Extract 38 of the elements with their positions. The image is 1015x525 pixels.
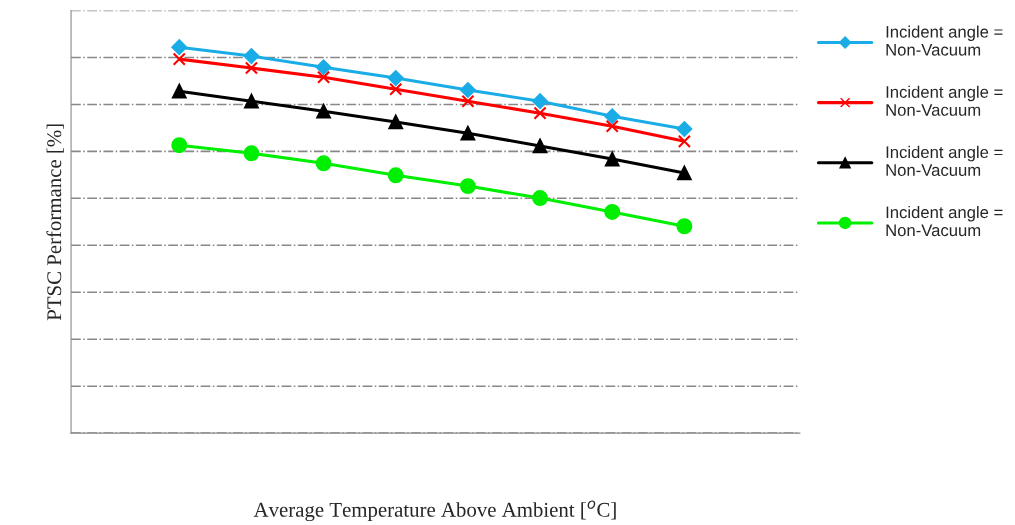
point <box>315 59 332 76</box>
point <box>533 106 547 120</box>
point <box>604 108 621 125</box>
x-axis-title: Average Temperature Above Ambient [$^{o}$C] <box>253 500 616 522</box>
point <box>460 125 476 141</box>
point <box>171 39 188 56</box>
point <box>171 137 188 154</box>
point <box>387 70 404 86</box>
point <box>459 178 476 195</box>
legend-label: Incident angle = Non-Vacuum <box>886 25 1003 56</box>
point <box>532 138 548 154</box>
point <box>604 151 620 167</box>
point <box>605 119 619 133</box>
point <box>316 103 331 119</box>
y-axis-title: PTSC Performance [%] <box>46 124 64 321</box>
legend-label: Incident angle = Non-Vacuum <box>886 205 1003 237</box>
point <box>243 48 260 64</box>
point <box>676 121 693 137</box>
point <box>315 155 332 172</box>
point <box>387 167 404 184</box>
point <box>532 93 548 110</box>
point <box>459 82 476 98</box>
point <box>389 82 403 96</box>
point <box>677 134 691 148</box>
legend-label: Incident angle = Non-Vacuum <box>886 85 1003 116</box>
point <box>244 93 259 109</box>
point <box>244 61 259 75</box>
point <box>172 52 186 66</box>
point <box>461 94 475 108</box>
point <box>171 83 187 99</box>
point <box>604 203 621 220</box>
point <box>676 218 693 235</box>
legend-label: Incident angle = Non-Vacuum <box>886 145 1003 176</box>
point <box>677 165 692 181</box>
point <box>388 114 404 130</box>
point <box>532 190 549 207</box>
point <box>243 145 260 162</box>
point <box>317 70 331 84</box>
